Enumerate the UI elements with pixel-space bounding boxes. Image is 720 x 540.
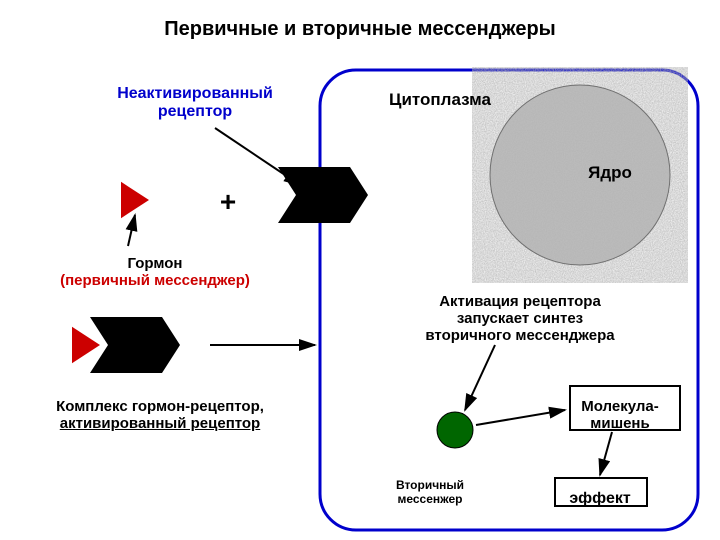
- hormone-icon: [121, 182, 149, 218]
- activation-line1: Активация рецептора: [380, 293, 660, 310]
- hormone-label: Гормон (первичный мессенджер): [25, 255, 285, 289]
- complex-label-line2: активированный рецептор: [10, 415, 310, 432]
- complex-label: Комплекс гормон-рецептор, активированный…: [10, 398, 310, 432]
- complex-label-line1: Комплекс гормон-рецептор,: [10, 398, 310, 415]
- arrow-label-to-hormone: [128, 215, 135, 246]
- target-label: Молекула- мишень: [550, 398, 690, 432]
- arrow-label-to-receptor: [215, 128, 300, 185]
- nucleus-label: Ядро: [550, 163, 670, 183]
- effect-label: эффект: [540, 490, 660, 508]
- complex-hormone-icon: [72, 327, 100, 363]
- activation-text: Активация рецептора запускает синтез вто…: [380, 293, 660, 344]
- cytoplasm-label: Цитоплазма: [340, 90, 540, 110]
- hormone-label-line1: Гормон: [25, 255, 285, 272]
- hormone-label-line2: (первичный мессенджер): [25, 272, 285, 289]
- second-messenger-label: Вторичный мессенжер: [360, 478, 500, 506]
- activation-line2: запускает синтез: [380, 310, 660, 327]
- inactive-receptor-label: Неактивированный рецептор: [75, 85, 315, 121]
- second-messenger-dot: [437, 412, 473, 448]
- diagram-title: Первичные и вторичные мессенджеры: [0, 18, 720, 41]
- plus-sign: +: [208, 186, 248, 218]
- activation-line3: вторичного мессенджера: [380, 327, 660, 344]
